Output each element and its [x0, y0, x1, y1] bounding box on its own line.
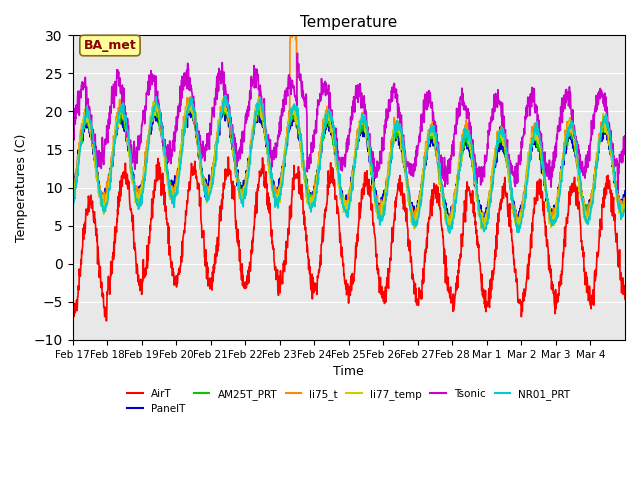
- li77_temp: [191, 117, 199, 122]
- AM25T_PRT: [207, 183, 214, 189]
- Tsonic: [500, 124, 508, 130]
- li75_t: [68, 202, 76, 207]
- PanelT: [365, 159, 373, 165]
- AM25T_PRT: [68, 194, 76, 200]
- PanelT: [68, 195, 76, 201]
- PanelT: [159, 141, 167, 147]
- Tsonic: [294, 50, 301, 56]
- Legend: AirT, PanelT, AM25T_PRT, li75_t, li77_temp, Tsonic, NR01_PRT: AirT, PanelT, AM25T_PRT, li75_t, li77_te…: [123, 384, 575, 418]
- Tsonic: [614, 187, 621, 192]
- AirT: [500, 181, 508, 187]
- li75_t: [621, 195, 629, 201]
- li77_temp: [500, 143, 508, 148]
- li77_temp: [445, 229, 453, 235]
- AirT: [160, 187, 168, 192]
- X-axis label: Time: Time: [333, 365, 364, 378]
- li77_temp: [207, 178, 214, 183]
- NR01_PRT: [159, 134, 167, 140]
- Tsonic: [191, 116, 199, 121]
- AirT: [225, 154, 232, 160]
- AM25T_PRT: [365, 148, 373, 154]
- AM25T_PRT: [500, 143, 508, 149]
- NR01_PRT: [191, 112, 199, 118]
- NR01_PRT: [68, 205, 76, 211]
- Title: Temperature: Temperature: [300, 15, 397, 30]
- Tsonic: [365, 131, 373, 136]
- li75_t: [191, 123, 199, 129]
- Tsonic: [207, 121, 214, 127]
- Text: BA_met: BA_met: [84, 39, 136, 52]
- li75_t: [84, 112, 92, 118]
- AirT: [366, 194, 374, 200]
- li75_t: [500, 139, 508, 145]
- Tsonic: [621, 133, 629, 139]
- NR01_PRT: [445, 230, 453, 236]
- Line: NR01_PRT: NR01_PRT: [72, 96, 625, 233]
- li77_temp: [84, 117, 92, 123]
- PanelT: [500, 142, 508, 147]
- li75_t: [411, 225, 419, 230]
- AM25T_PRT: [84, 119, 92, 124]
- AirT: [68, 311, 76, 317]
- Line: AM25T_PRT: AM25T_PRT: [72, 99, 625, 228]
- NR01_PRT: [207, 190, 214, 195]
- Line: li77_temp: li77_temp: [72, 98, 625, 232]
- NR01_PRT: [500, 133, 508, 139]
- Tsonic: [159, 143, 167, 149]
- li75_t: [289, 20, 296, 26]
- AM25T_PRT: [159, 144, 167, 149]
- AirT: [84, 206, 92, 212]
- PanelT: [621, 188, 629, 194]
- AM25T_PRT: [445, 225, 453, 230]
- li75_t: [207, 180, 214, 186]
- li77_temp: [68, 199, 76, 204]
- li77_temp: [365, 146, 373, 152]
- NR01_PRT: [365, 146, 373, 152]
- Tsonic: [68, 136, 76, 142]
- Tsonic: [84, 100, 92, 106]
- AM25T_PRT: [191, 125, 199, 131]
- li77_temp: [159, 137, 167, 143]
- AirT: [621, 297, 629, 302]
- AirT: [102, 318, 110, 324]
- li75_t: [365, 152, 373, 157]
- PanelT: [253, 105, 261, 110]
- li77_temp: [221, 96, 228, 101]
- Y-axis label: Temperatures (C): Temperatures (C): [15, 133, 28, 242]
- NR01_PRT: [84, 107, 92, 112]
- Line: li75_t: li75_t: [72, 23, 625, 228]
- NR01_PRT: [621, 207, 629, 213]
- AirT: [191, 168, 199, 173]
- PanelT: [207, 180, 214, 185]
- Line: Tsonic: Tsonic: [72, 53, 625, 190]
- li77_temp: [621, 202, 629, 207]
- AM25T_PRT: [222, 96, 230, 102]
- PanelT: [191, 123, 199, 129]
- Line: PanelT: PanelT: [72, 108, 625, 228]
- PanelT: [84, 117, 92, 122]
- AM25T_PRT: [621, 196, 629, 202]
- NR01_PRT: [222, 93, 230, 98]
- AirT: [207, 276, 215, 282]
- li75_t: [159, 136, 167, 142]
- Line: AirT: AirT: [72, 157, 625, 321]
- PanelT: [514, 226, 522, 231]
